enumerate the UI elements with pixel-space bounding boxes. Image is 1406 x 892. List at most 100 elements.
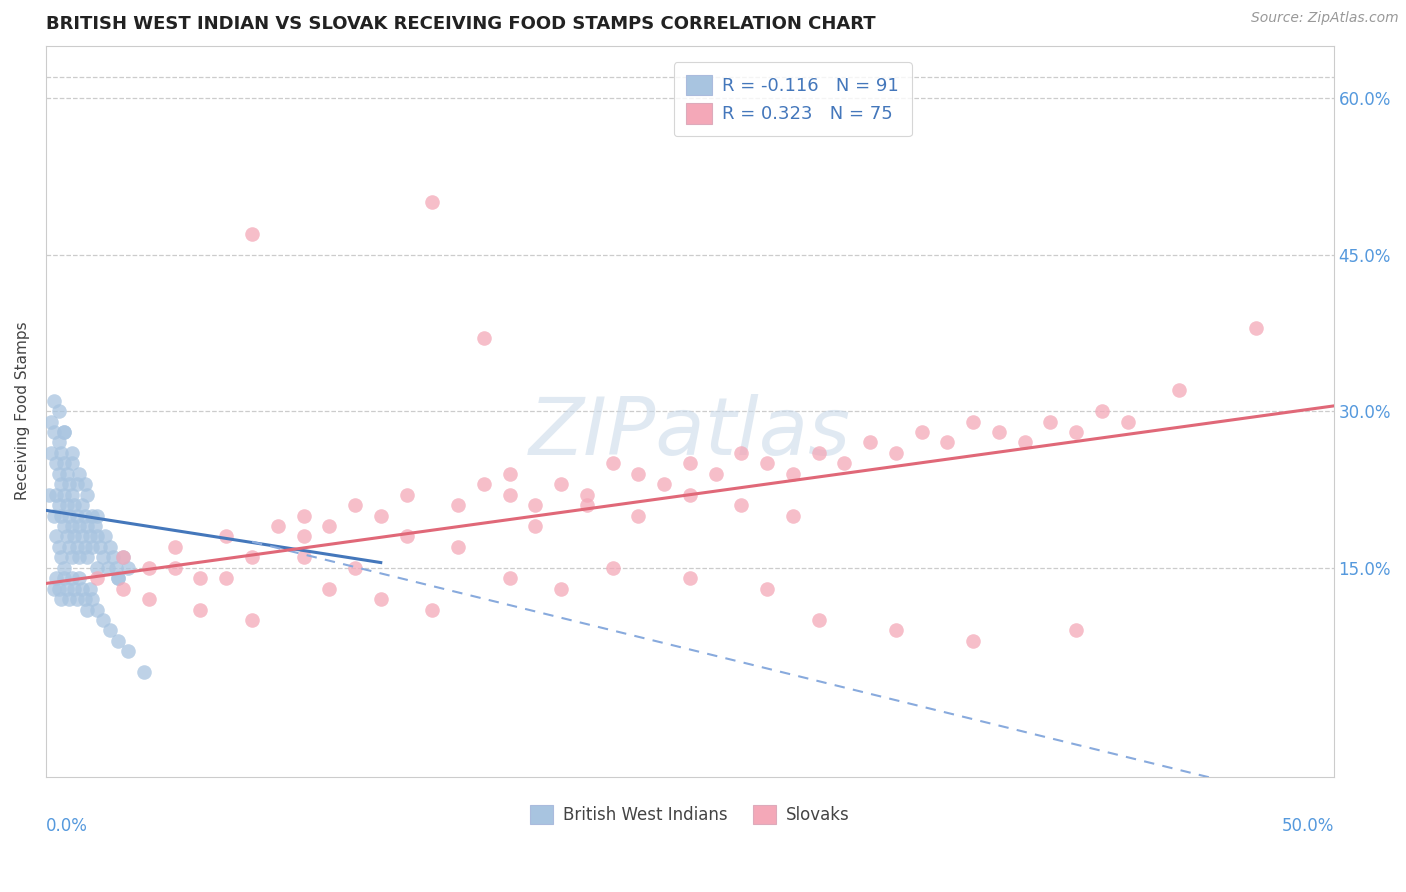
Point bbox=[987, 425, 1010, 439]
Point bbox=[215, 529, 238, 543]
Point bbox=[86, 571, 108, 585]
Point bbox=[76, 550, 98, 565]
Point bbox=[756, 456, 779, 470]
Point bbox=[807, 446, 830, 460]
Point bbox=[66, 508, 89, 523]
Point bbox=[60, 488, 83, 502]
Point bbox=[138, 592, 160, 607]
Point bbox=[1064, 624, 1087, 638]
Point bbox=[1246, 320, 1268, 334]
Point bbox=[112, 582, 135, 596]
Point bbox=[42, 425, 65, 439]
Point bbox=[60, 446, 83, 460]
Point bbox=[112, 550, 135, 565]
Point bbox=[602, 561, 624, 575]
Point bbox=[936, 435, 959, 450]
Point bbox=[730, 446, 752, 460]
Point bbox=[58, 540, 80, 554]
Point bbox=[70, 529, 93, 543]
Point bbox=[962, 633, 984, 648]
Point bbox=[45, 529, 67, 543]
Point bbox=[550, 477, 572, 491]
Point bbox=[190, 602, 212, 616]
Point bbox=[53, 519, 76, 533]
Point bbox=[69, 550, 91, 565]
Point bbox=[48, 582, 70, 596]
Point bbox=[82, 540, 104, 554]
Point bbox=[55, 529, 77, 543]
Point bbox=[627, 508, 650, 523]
Point bbox=[107, 571, 129, 585]
Point bbox=[1064, 425, 1087, 439]
Point bbox=[60, 456, 83, 470]
Point bbox=[60, 571, 83, 585]
Point bbox=[472, 331, 495, 345]
Point bbox=[679, 456, 702, 470]
Point bbox=[472, 477, 495, 491]
Point bbox=[48, 498, 70, 512]
Point bbox=[524, 519, 547, 533]
Point bbox=[66, 540, 89, 554]
Point bbox=[138, 561, 160, 575]
Point bbox=[679, 571, 702, 585]
Point bbox=[60, 519, 83, 533]
Point bbox=[82, 592, 104, 607]
Point bbox=[575, 498, 598, 512]
Point bbox=[91, 550, 114, 565]
Point bbox=[163, 561, 186, 575]
Point bbox=[420, 195, 443, 210]
Point bbox=[395, 529, 418, 543]
Point bbox=[163, 540, 186, 554]
Point bbox=[524, 498, 547, 512]
Point bbox=[63, 529, 86, 543]
Point bbox=[42, 393, 65, 408]
Point bbox=[97, 561, 120, 575]
Point bbox=[782, 467, 804, 481]
Point bbox=[1168, 384, 1191, 398]
Point bbox=[58, 477, 80, 491]
Point bbox=[45, 456, 67, 470]
Point bbox=[807, 613, 830, 627]
Point bbox=[834, 456, 856, 470]
Point bbox=[53, 488, 76, 502]
Point bbox=[63, 498, 86, 512]
Point bbox=[884, 446, 907, 460]
Point bbox=[73, 508, 96, 523]
Point bbox=[910, 425, 932, 439]
Point bbox=[98, 540, 121, 554]
Point bbox=[73, 540, 96, 554]
Point bbox=[51, 477, 73, 491]
Point bbox=[240, 227, 263, 241]
Point bbox=[343, 498, 366, 512]
Point bbox=[55, 582, 77, 596]
Point bbox=[104, 561, 127, 575]
Point bbox=[420, 602, 443, 616]
Point bbox=[48, 540, 70, 554]
Point bbox=[859, 435, 882, 450]
Point bbox=[550, 582, 572, 596]
Point bbox=[53, 425, 76, 439]
Point bbox=[94, 529, 117, 543]
Text: BRITISH WEST INDIAN VS SLOVAK RECEIVING FOOD STAMPS CORRELATION CHART: BRITISH WEST INDIAN VS SLOVAK RECEIVING … bbox=[46, 15, 876, 33]
Point bbox=[53, 456, 76, 470]
Point bbox=[107, 633, 129, 648]
Point bbox=[39, 446, 62, 460]
Point bbox=[215, 571, 238, 585]
Point bbox=[292, 529, 315, 543]
Point bbox=[55, 498, 77, 512]
Point bbox=[395, 488, 418, 502]
Point bbox=[91, 613, 114, 627]
Point bbox=[45, 571, 67, 585]
Point bbox=[782, 508, 804, 523]
Point bbox=[73, 477, 96, 491]
Point bbox=[58, 592, 80, 607]
Text: 0.0%: 0.0% bbox=[46, 817, 87, 835]
Point bbox=[962, 415, 984, 429]
Point bbox=[69, 519, 91, 533]
Text: Source: ZipAtlas.com: Source: ZipAtlas.com bbox=[1251, 11, 1399, 25]
Point bbox=[602, 456, 624, 470]
Point bbox=[69, 467, 91, 481]
Point bbox=[76, 488, 98, 502]
Point bbox=[86, 529, 108, 543]
Point bbox=[98, 624, 121, 638]
